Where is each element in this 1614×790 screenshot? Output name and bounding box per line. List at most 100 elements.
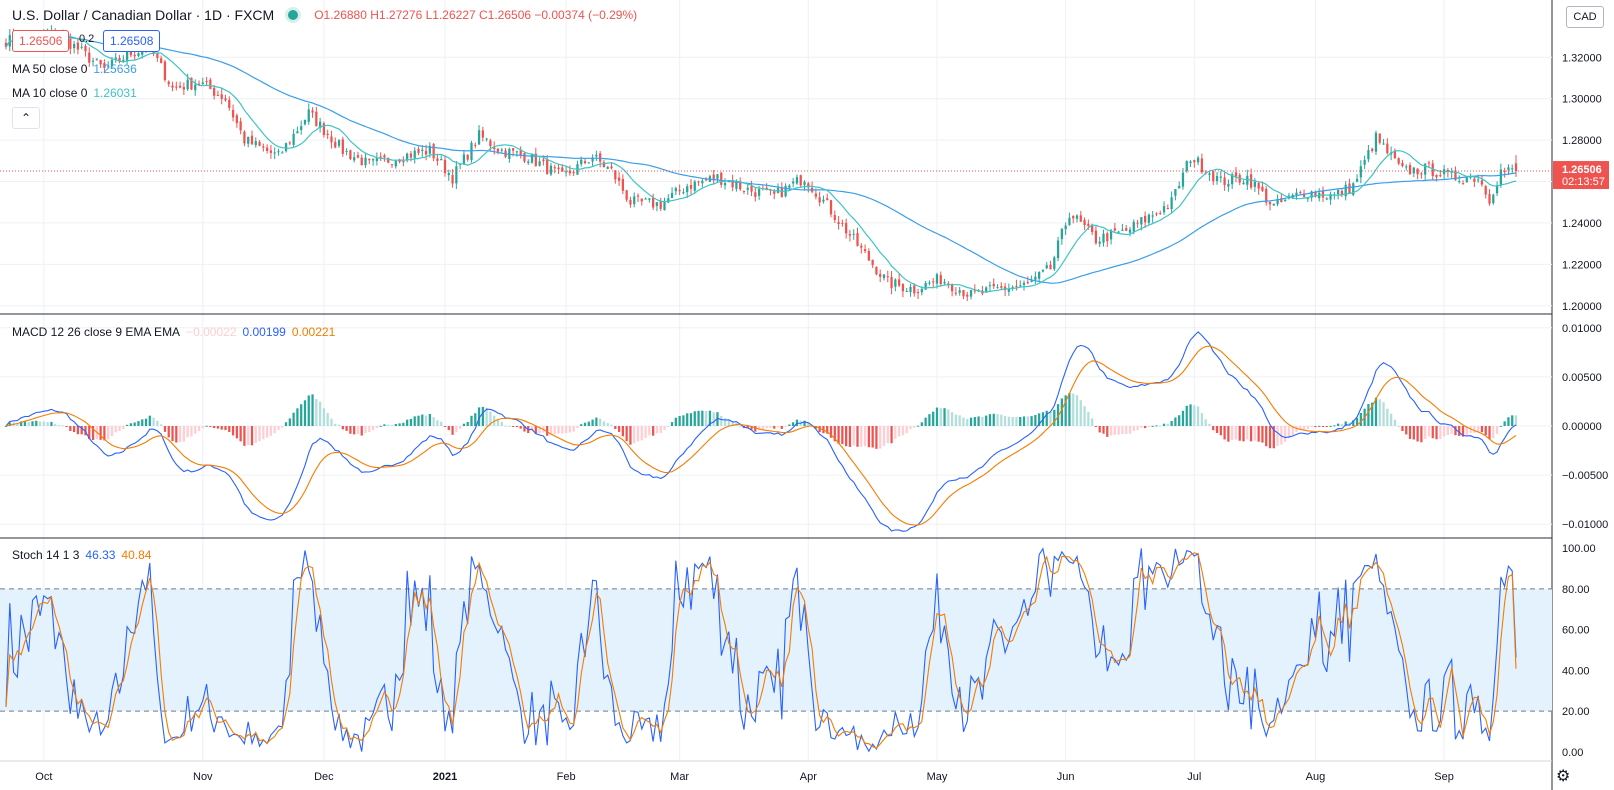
macd-histogram-bar: [856, 426, 859, 447]
candle-body: [1132, 221, 1135, 232]
macd-histogram-bar: [916, 425, 920, 427]
candle-body: [477, 130, 481, 145]
macd-histogram-bar: [390, 425, 394, 427]
candle-body: [841, 222, 844, 224]
stoch-axis-tick-label: 40.00: [1562, 665, 1590, 677]
stoch-axis-tick-label: 80.00: [1562, 584, 1590, 596]
candle-body: [1503, 170, 1506, 172]
macd-histogram-bar: [409, 418, 413, 427]
candle-body: [822, 199, 825, 202]
macd-histogram-bar: [1106, 426, 1109, 437]
macd-histogram-bar: [345, 426, 348, 431]
candle-body: [1355, 178, 1359, 182]
currency-button[interactable]: CAD: [1566, 6, 1604, 28]
candle-body: [296, 131, 299, 134]
macd-histogram-bar: [76, 426, 80, 435]
buy-button[interactable]: 1.26508: [103, 30, 161, 52]
candle-body: [1412, 167, 1415, 174]
macd-histogram-bar: [807, 422, 810, 427]
candle-body: [178, 85, 182, 88]
candle-body: [436, 158, 439, 161]
macd-histogram-bar: [1299, 426, 1302, 430]
candle-body: [731, 180, 734, 188]
macd-histogram-bar: [1435, 426, 1438, 440]
macd-histogram-bar: [496, 419, 500, 427]
macd-legend[interactable]: MACD 12 26 close 9 EMA EMA −0.00022 0.0019…: [12, 325, 341, 339]
macd-histogram-bar: [1265, 426, 1268, 447]
candle-body: [205, 81, 208, 83]
macd-histogram-bar: [167, 426, 170, 438]
candle-body: [1136, 222, 1139, 224]
candle-body: [1053, 257, 1056, 270]
ma10-line: [5, 34, 1517, 293]
macd-histogram-bar: [1117, 426, 1120, 435]
candle-body: [863, 249, 867, 252]
macd-histogram-bar: [704, 411, 708, 427]
macd-histogram-bar: [1450, 426, 1453, 434]
macd-histogram-bar: [814, 426, 818, 429]
macd-histogram-bar: [254, 426, 257, 443]
macd-histogram-bar: [1128, 426, 1132, 434]
candle-body: [1034, 276, 1037, 280]
macd-histogram-bar: [1174, 417, 1177, 427]
macd-histogram-bar: [1098, 426, 1101, 433]
macd-histogram-bar: [1223, 426, 1226, 440]
macd-histogram-bar: [508, 425, 511, 427]
macd-histogram-bar: [1442, 426, 1446, 437]
macd-histogram-bar: [269, 426, 273, 436]
candle-body: [799, 175, 802, 186]
macd-histogram-bar: [636, 426, 640, 442]
macd-signal-value: 0.00221: [291, 325, 336, 339]
macd-histogram-bar: [1185, 405, 1188, 427]
candle-body: [985, 287, 988, 292]
macd-histogram-bar: [977, 416, 980, 427]
macd-histogram-bar: [617, 426, 621, 432]
candle-body: [1359, 166, 1362, 178]
macd-line: [5, 331, 1517, 532]
candle-body: [1480, 180, 1484, 185]
candle-body: [330, 136, 333, 143]
candle-body: [557, 167, 560, 169]
macd-histogram-bar: [553, 426, 556, 435]
candle-body: [837, 221, 840, 225]
candle-body: [1352, 183, 1355, 195]
ma50-legend[interactable]: MA 50 close 0 1.25636: [12, 62, 143, 76]
macd-histogram-bar: [670, 422, 674, 427]
candle-body: [470, 142, 473, 161]
macd-histogram-bar: [1253, 426, 1257, 441]
candle-body: [239, 121, 242, 131]
macd-histogram-bar: [443, 426, 447, 428]
macd-histogram-bar: [595, 417, 598, 427]
macd-histogram-bar: [500, 421, 503, 427]
candle-body: [928, 282, 931, 284]
candle-body: [636, 195, 640, 197]
ma10-legend[interactable]: MA 10 close 0 1.26031: [12, 86, 143, 100]
candle-body: [583, 161, 587, 164]
macd-histogram-bar: [784, 426, 787, 428]
settings-gear-icon[interactable]: ⚙: [1556, 768, 1571, 785]
macd-histogram-bar: [360, 426, 363, 436]
candle-body: [455, 166, 458, 184]
sell-button[interactable]: 1.26506: [12, 30, 70, 52]
candle-body: [1026, 282, 1029, 284]
macd-histogram-bar: [72, 426, 76, 433]
candle-body: [1492, 194, 1495, 204]
candle-body: [311, 110, 314, 113]
chevron-up-icon: ⌃: [20, 111, 32, 125]
candle-body: [129, 49, 133, 56]
macd-histogram-bar: [803, 420, 806, 427]
macd-histogram-bar: [262, 426, 265, 440]
collapse-legend-button[interactable]: ⌃: [12, 107, 40, 129]
candle-body: [1170, 197, 1173, 210]
macd-histogram-bar: [1386, 408, 1389, 427]
macd-histogram-bar: [201, 426, 204, 429]
candle-body: [610, 166, 613, 169]
candle-body: [1408, 165, 1412, 175]
candle-body: [549, 165, 553, 175]
stoch-legend[interactable]: Stoch 14 1 3 46.33 40.84: [12, 548, 157, 562]
candle-body: [303, 119, 307, 125]
macd-histogram-bar: [216, 426, 220, 429]
candle-body: [254, 141, 257, 146]
macd-histogram-bar: [1246, 426, 1249, 440]
